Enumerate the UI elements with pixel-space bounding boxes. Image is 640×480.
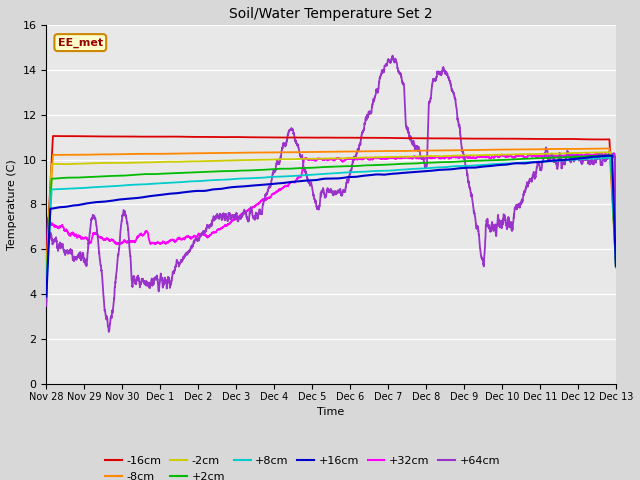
Legend: -16cm, -8cm, -2cm, +2cm, +8cm, +16cm, +32cm, +64cm: -16cm, -8cm, -2cm, +2cm, +8cm, +16cm, +3… (101, 452, 504, 480)
Y-axis label: Temperature (C): Temperature (C) (7, 159, 17, 250)
X-axis label: Time: Time (317, 407, 345, 417)
Title: Soil/Water Temperature Set 2: Soil/Water Temperature Set 2 (229, 7, 433, 21)
Text: EE_met: EE_met (58, 37, 103, 48)
